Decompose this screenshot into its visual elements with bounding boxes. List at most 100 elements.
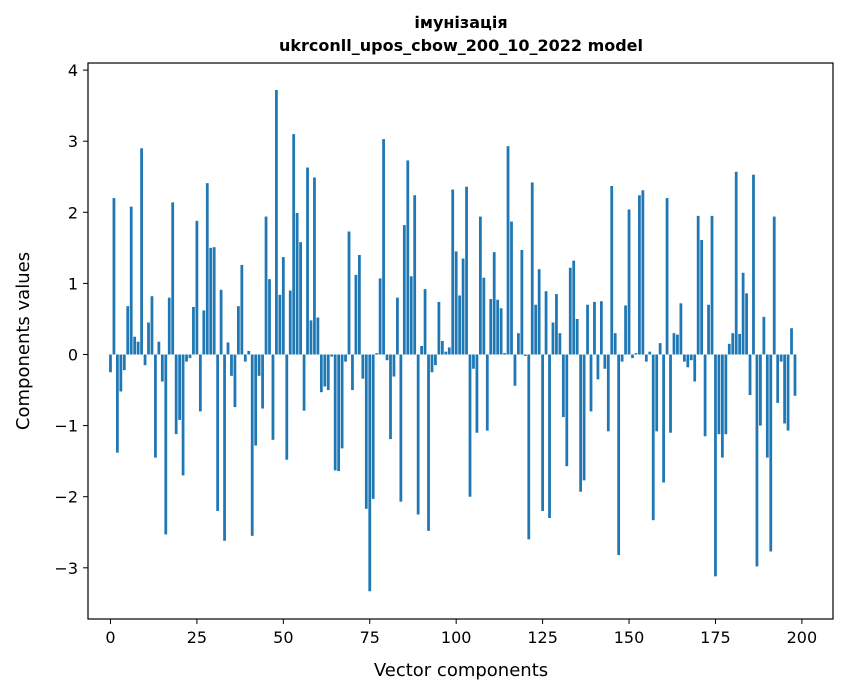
bar-18 <box>171 202 175 355</box>
bar-142 <box>599 301 603 355</box>
bar-116 <box>510 221 513 355</box>
bar-81 <box>389 354 392 440</box>
bar-14 <box>157 341 161 355</box>
bar-91 <box>423 289 427 355</box>
bar-61 <box>319 354 323 393</box>
bar-156 <box>648 351 652 355</box>
y-tick-label-4: 4 <box>68 61 78 80</box>
bar-179 <box>727 343 731 355</box>
bar-67 <box>340 354 344 449</box>
bar-170 <box>696 215 700 355</box>
bar-15 <box>160 354 164 382</box>
bar-73 <box>361 354 365 379</box>
bar-52 <box>288 290 292 355</box>
bar-197 <box>790 328 793 355</box>
bar-42 <box>254 354 258 446</box>
bar-0 <box>109 354 112 373</box>
bar-51 <box>285 354 289 460</box>
bar-39 <box>243 354 247 362</box>
bar-2 <box>116 354 119 453</box>
bar-158 <box>655 354 659 432</box>
bar-124 <box>537 269 541 355</box>
bar-3 <box>119 354 123 392</box>
bar-129 <box>555 294 558 355</box>
bar-117 <box>513 354 517 386</box>
bar-191 <box>769 354 773 552</box>
y-tick-label--2: −2 <box>54 488 78 507</box>
bar-196 <box>786 354 790 431</box>
bar-55 <box>299 242 302 355</box>
x-tick-label-175: 175 <box>700 628 731 647</box>
bar-169 <box>693 354 697 382</box>
bar-121 <box>527 354 531 540</box>
bar-74 <box>364 354 368 509</box>
bar-13 <box>154 354 157 458</box>
bar-113 <box>499 308 503 355</box>
bar-128 <box>551 322 555 355</box>
bar-53 <box>292 134 296 355</box>
x-tick-label-100: 100 <box>441 628 472 647</box>
bar-125 <box>541 354 544 511</box>
bar-57 <box>306 167 309 355</box>
bar-75 <box>368 354 372 592</box>
bar-90 <box>420 345 423 355</box>
bar-167 <box>686 354 690 368</box>
bar-87 <box>409 276 413 355</box>
x-tick-label-125: 125 <box>527 628 558 647</box>
y-tick-label--3: −3 <box>54 559 78 578</box>
bar-33 <box>223 354 226 541</box>
bar-6 <box>129 206 133 355</box>
bar-32 <box>219 289 223 355</box>
bar-147 <box>617 354 621 556</box>
bar-92 <box>427 354 430 531</box>
bar-133 <box>568 267 572 355</box>
bar-103 <box>465 186 468 355</box>
bar-161 <box>665 198 669 355</box>
bar-17 <box>167 297 171 355</box>
bar-114 <box>503 353 506 355</box>
bar-79 <box>382 139 385 355</box>
bar-190 <box>765 354 769 458</box>
bar-101 <box>458 295 462 355</box>
bar-54 <box>295 213 299 355</box>
bar-46 <box>268 279 271 355</box>
bar-131 <box>561 354 565 418</box>
x-tick-label-150: 150 <box>614 628 645 647</box>
bar-95 <box>437 301 441 355</box>
bar-134 <box>572 260 576 355</box>
y-axis-label: Components values <box>13 252 34 430</box>
bar-19 <box>174 354 178 435</box>
bar-123 <box>534 304 538 355</box>
bar-62 <box>323 354 327 387</box>
bar-163 <box>672 333 676 355</box>
x-axis-ticks: 0 25 50 75 100 125 150 175 200 <box>105 619 817 647</box>
bar-105 <box>472 354 475 369</box>
bar-140 <box>593 301 596 355</box>
bar-60 <box>316 317 320 355</box>
bar-83 <box>396 297 399 355</box>
bar-100 <box>454 251 458 355</box>
bar-189 <box>762 316 766 355</box>
bar-12 <box>150 296 154 355</box>
bar-182 <box>738 333 742 355</box>
bar-88 <box>413 195 417 355</box>
bar-138 <box>586 304 589 355</box>
bar-104 <box>468 354 472 497</box>
x-tick-label-75: 75 <box>360 628 380 647</box>
bar-122 <box>530 182 534 355</box>
bar-174 <box>710 215 714 355</box>
bar-157 <box>651 354 655 521</box>
bar-149 <box>624 305 627 355</box>
bar-56 <box>302 354 306 411</box>
bar-10 <box>143 354 147 366</box>
bar-168 <box>689 354 693 361</box>
y-tick-label-2: 2 <box>68 203 78 222</box>
bar-63 <box>326 354 330 391</box>
bar-109 <box>485 354 489 431</box>
bar-177 <box>720 354 724 458</box>
bar-69 <box>347 231 351 355</box>
x-tick-label-200: 200 <box>787 628 818 647</box>
y-tick-label-0: 0 <box>68 346 78 365</box>
bar-162 <box>669 354 672 433</box>
bar-173 <box>707 304 710 355</box>
